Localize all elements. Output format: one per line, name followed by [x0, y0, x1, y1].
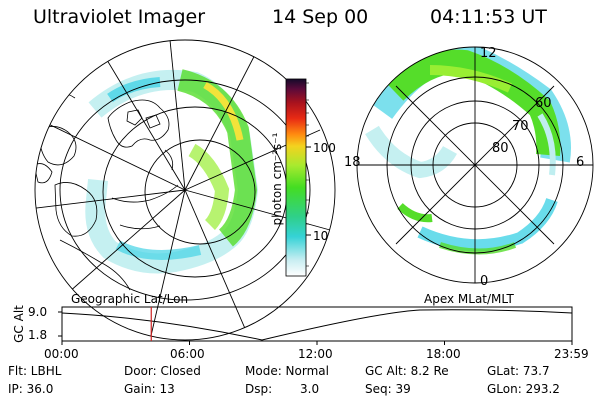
status-seq: Seq: 39: [365, 382, 411, 396]
timeline-tick-2: 12:00: [298, 347, 333, 361]
timeline-y-axis-label: GC Alt: [12, 305, 26, 343]
status-filter: Flt: LBHL: [8, 364, 62, 378]
colorbar-label-100: 100: [313, 141, 336, 155]
timeline-y-bottom: 1.8: [28, 328, 48, 342]
mlt-label-18: 18: [344, 155, 361, 170]
mlt-label-0: 0: [480, 274, 489, 289]
app-title: Ultraviolet Imager: [33, 6, 206, 28]
status-gc-alt: GC Alt: 8.2 Re: [365, 364, 449, 378]
polar-plot: [356, 46, 594, 284]
timeline-left-label: Geographic Lat/Lon: [71, 292, 189, 306]
geographic-map: [34, 39, 336, 341]
lat-label-60: 60: [535, 96, 552, 111]
timeline-right-label: Apex MLat/MLT: [424, 292, 514, 306]
altitude-timeline: [58, 306, 573, 345]
lat-label-80: 80: [492, 141, 509, 156]
status-gain: Gain: 13: [124, 382, 175, 396]
lat-label-70: 70: [512, 119, 529, 134]
mlt-label-12: 12: [480, 46, 497, 61]
status-dsp-label: Dsp:: [245, 382, 273, 396]
geographic-grid: [34, 39, 336, 341]
timeline-tick-1: 06:00: [170, 347, 205, 361]
status-glon: GLon: 293.2: [487, 382, 560, 396]
altitude-curve: [61, 309, 573, 341]
status-ip: IP: 36.0: [8, 382, 54, 396]
observation-time: 04:11:53 UT: [430, 6, 547, 28]
status-mode: Mode: Normal: [245, 364, 329, 378]
mlt-label-6: 6: [576, 155, 585, 170]
colorbar-label-10: 10: [313, 229, 329, 243]
color-scale-bar: [285, 78, 311, 277]
status-dsp-value: 3.0: [300, 382, 320, 396]
timeline-tick-3: 18:00: [426, 347, 461, 361]
observation-date: 14 Sep 00: [272, 6, 369, 28]
colorbar-unit-label: photon cm⁻²s⁻¹: [270, 132, 284, 226]
timeline-y-top: 9.0: [28, 305, 48, 319]
status-door: Door: Closed: [124, 364, 201, 378]
timeline-tick-4: 23:59: [554, 347, 589, 361]
timeline-tick-0: 00:00: [44, 347, 79, 361]
coastlines: [35, 91, 179, 291]
auroral-oval-polar: [365, 47, 571, 255]
status-glat: GLat: 73.7: [487, 364, 550, 378]
